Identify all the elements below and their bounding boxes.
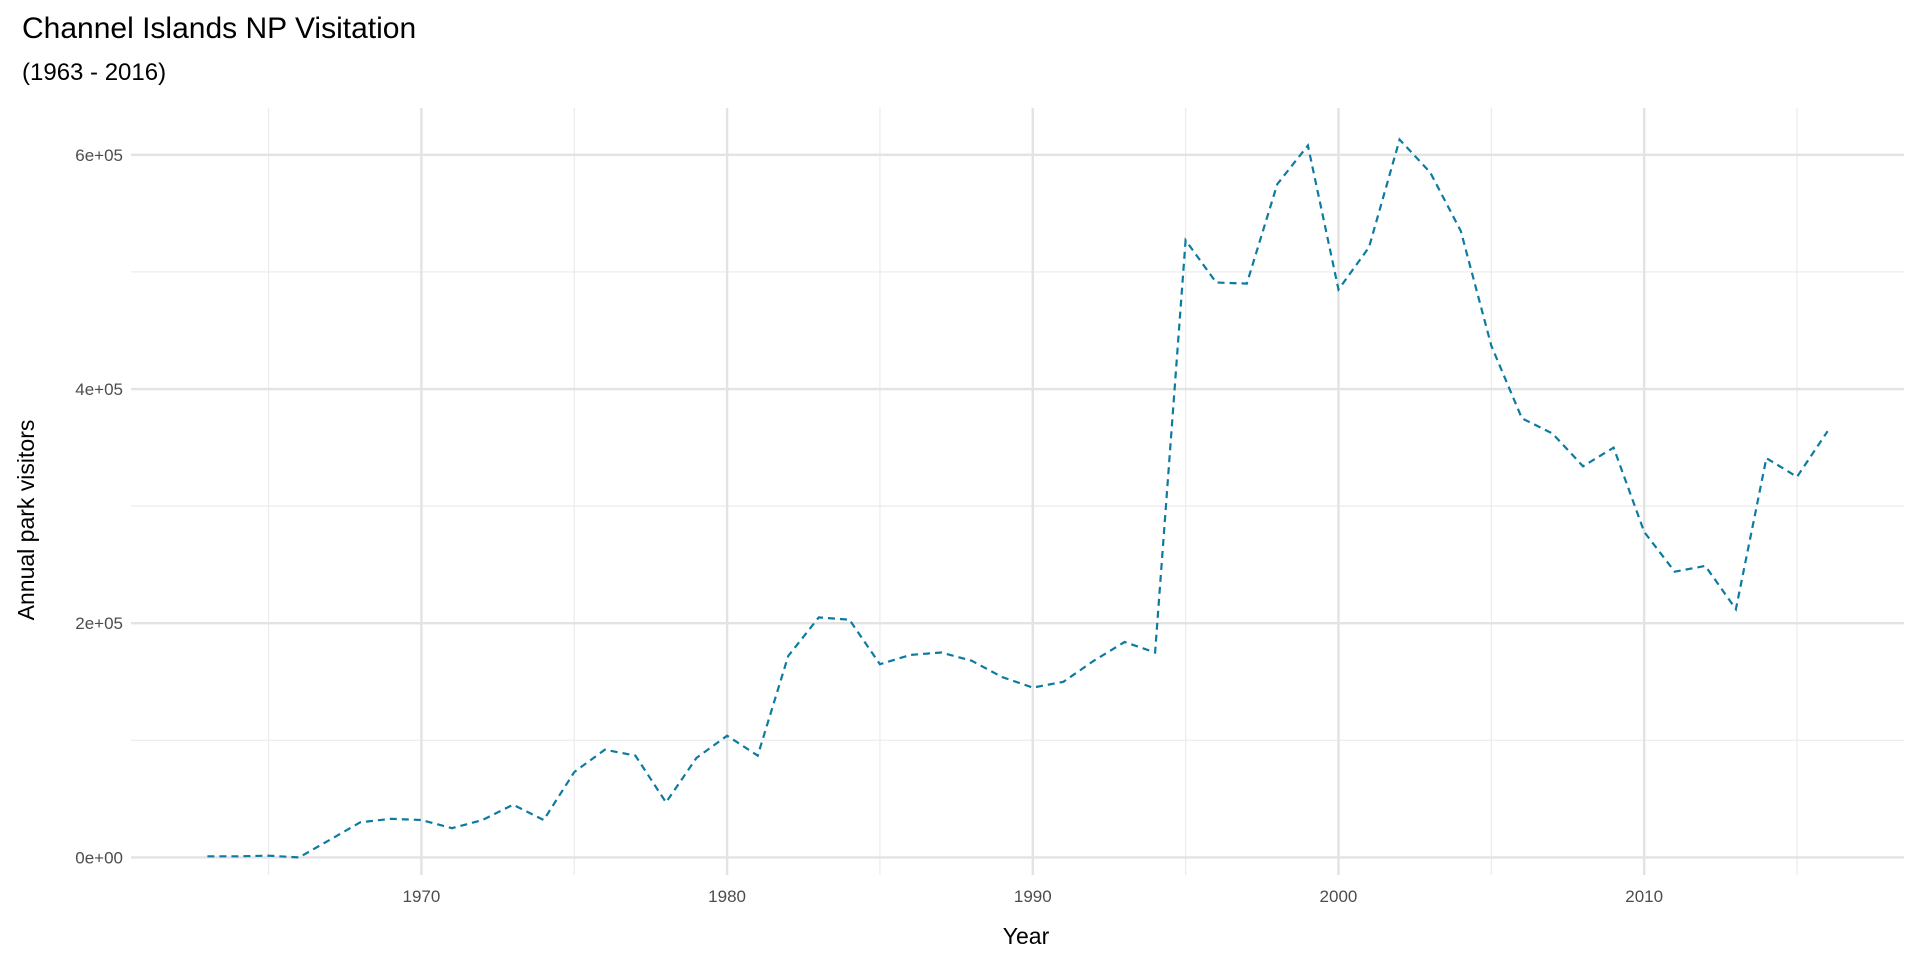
y-tick-label: 6e+05 xyxy=(75,146,123,165)
y-tick-label: 2e+05 xyxy=(75,614,123,633)
gridlines xyxy=(131,108,1904,875)
x-tick-label: 1980 xyxy=(708,887,746,906)
x-tick-labels: 1970 1980 1990 2000 2010 xyxy=(402,887,1663,906)
series-line xyxy=(207,137,1829,859)
x-axis-title: Year xyxy=(1003,923,1050,949)
chart-title: Channel Islands NP Visitation xyxy=(22,12,416,45)
x-tick-label: 2000 xyxy=(1320,887,1358,906)
y-tick-labels: 0e+00 2e+05 4e+05 6e+05 xyxy=(75,146,123,868)
x-tick-label: 1990 xyxy=(1014,887,1052,906)
y-axis-title: Annual park visitors xyxy=(13,420,39,621)
y-tick-label: 4e+05 xyxy=(75,380,123,399)
x-tick-label: 1970 xyxy=(402,887,440,906)
series-visitors xyxy=(207,137,1829,859)
x-tick-label: 2010 xyxy=(1625,887,1663,906)
chart-subtitle: (1963 - 2016) xyxy=(22,59,166,86)
y-tick-label: 0e+00 xyxy=(75,848,123,867)
